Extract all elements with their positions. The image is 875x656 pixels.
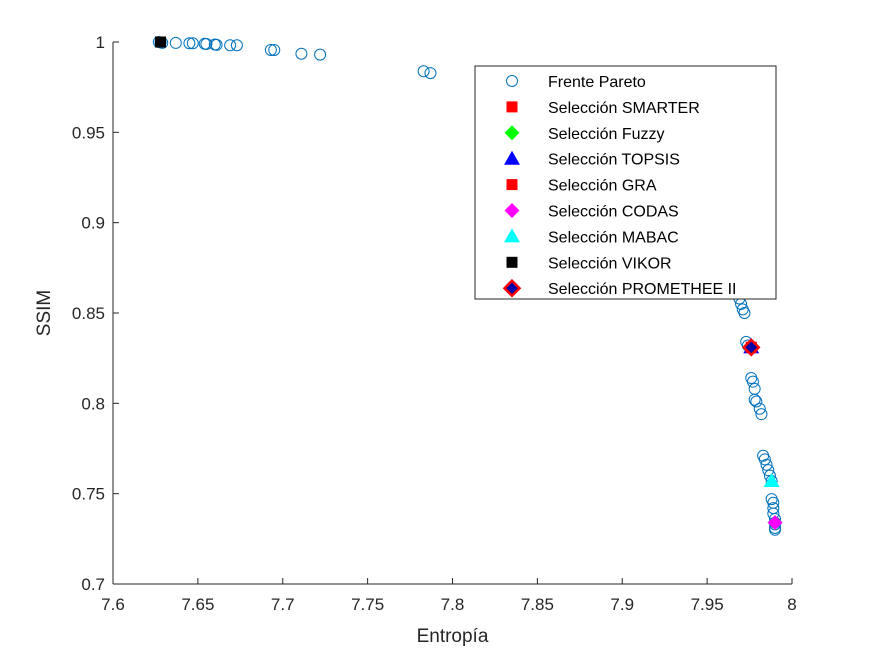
data-point bbox=[748, 393, 761, 406]
data-point bbox=[295, 47, 308, 60]
data-point bbox=[746, 375, 759, 388]
data-point bbox=[210, 38, 223, 51]
data-point bbox=[264, 43, 277, 56]
data-point bbox=[767, 515, 783, 531]
x-tick-label: 8 bbox=[787, 595, 796, 614]
series-8 bbox=[741, 338, 761, 357]
data-point bbox=[750, 395, 763, 408]
x-tick-label: 7.9 bbox=[610, 595, 634, 614]
y-tick-label: 0.7 bbox=[81, 575, 105, 594]
x-tick-label: 7.85 bbox=[521, 595, 554, 614]
legend-marker bbox=[504, 203, 520, 218]
data-point bbox=[183, 37, 196, 50]
legend-marker bbox=[504, 125, 520, 141]
legend-marker bbox=[506, 101, 518, 113]
legend-box bbox=[474, 65, 777, 300]
data-point bbox=[755, 408, 768, 421]
data-point bbox=[200, 37, 213, 50]
data-point bbox=[738, 307, 751, 319]
data-point bbox=[758, 453, 771, 466]
data-point bbox=[186, 37, 199, 50]
x-tick-label: 7.6 bbox=[101, 595, 125, 614]
x-tick-label: 7.7 bbox=[271, 595, 295, 614]
legend-entry-label: Selección GRA bbox=[548, 178, 657, 195]
legend-marker bbox=[506, 256, 518, 268]
x-tick-label: 7.75 bbox=[351, 595, 384, 614]
legend-marker bbox=[506, 75, 518, 87]
legend: Frente Pareto Selección SMARTER Selección … bbox=[474, 65, 777, 300]
data-point bbox=[741, 338, 761, 357]
y-tick-label: 0.85 bbox=[72, 304, 105, 323]
series-6 bbox=[763, 473, 780, 488]
data-point bbox=[268, 43, 281, 56]
y-axis-label: SSIM bbox=[34, 290, 55, 336]
x-tick-label: 7.8 bbox=[441, 595, 465, 614]
data-point bbox=[417, 65, 430, 78]
x-axis-label: Entropía bbox=[417, 626, 489, 647]
legend-entry-label: Selección MABAC bbox=[548, 229, 679, 246]
data-point bbox=[760, 458, 773, 471]
data-point bbox=[169, 36, 182, 49]
legend-marker bbox=[506, 179, 518, 191]
y-tick-label: 1 bbox=[96, 33, 105, 52]
legend-entry-label: Selección PROMETHEE II bbox=[548, 281, 737, 298]
legend-entry-label: Selección CODAS bbox=[548, 204, 679, 221]
y-tick-label: 0.95 bbox=[72, 123, 105, 142]
data-marks bbox=[152, 36, 783, 536]
y-tick-label: 0.9 bbox=[81, 214, 105, 233]
data-point bbox=[763, 473, 780, 488]
series-7 bbox=[155, 36, 167, 48]
data-point bbox=[314, 48, 327, 61]
legend-entry-label: Selección SMARTER bbox=[548, 100, 700, 117]
y-tick-label: 0.8 bbox=[81, 394, 105, 413]
legend-entry-label: Selección Fuzzy bbox=[548, 126, 665, 143]
data-point bbox=[230, 39, 243, 52]
x-tick-label: 7.65 bbox=[181, 595, 214, 614]
data-point bbox=[753, 402, 766, 415]
axes: 7.6 7.65 7.7 7.75 7.8 7.85 7.9 7.95 8 0.7 0.75 0.8 0… bbox=[72, 33, 797, 614]
y-tick-label: 0.75 bbox=[72, 485, 105, 504]
data-point bbox=[155, 36, 167, 48]
series-5 bbox=[767, 515, 783, 531]
legend-marker bbox=[504, 150, 520, 165]
legend-entry-label: Selección TOPSIS bbox=[548, 152, 680, 169]
data-point bbox=[762, 464, 775, 477]
legend-marker bbox=[502, 278, 522, 298]
legend-entry-label: Selección VIKOR bbox=[548, 255, 672, 272]
x-tick-label: 7.95 bbox=[691, 595, 724, 614]
data-point bbox=[224, 39, 237, 52]
legend-entry-label: Frente Pareto bbox=[548, 74, 646, 91]
legend-marker bbox=[504, 228, 520, 243]
data-point bbox=[424, 67, 437, 80]
